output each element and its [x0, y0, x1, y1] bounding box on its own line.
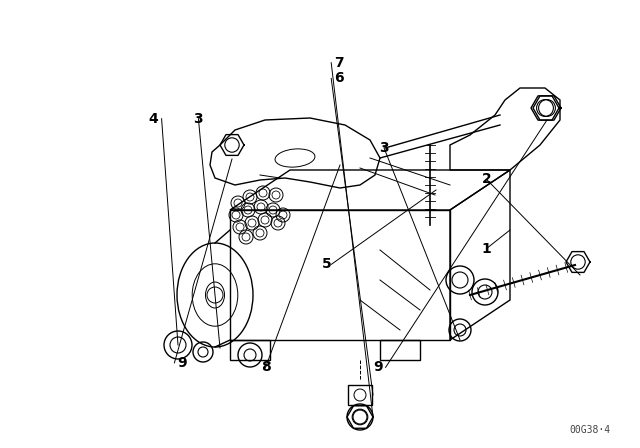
- Text: 4: 4: [148, 112, 159, 126]
- Text: 2: 2: [481, 172, 492, 186]
- Text: 9: 9: [177, 356, 188, 370]
- Text: 9: 9: [372, 360, 383, 375]
- Text: 00G38·4: 00G38·4: [570, 425, 611, 435]
- Text: 5: 5: [321, 257, 332, 271]
- Text: 3: 3: [193, 112, 204, 126]
- Text: 7: 7: [334, 56, 344, 70]
- Text: 6: 6: [334, 71, 344, 86]
- Text: 8: 8: [260, 360, 271, 375]
- Text: 1: 1: [481, 241, 492, 256]
- Text: 3: 3: [379, 141, 389, 155]
